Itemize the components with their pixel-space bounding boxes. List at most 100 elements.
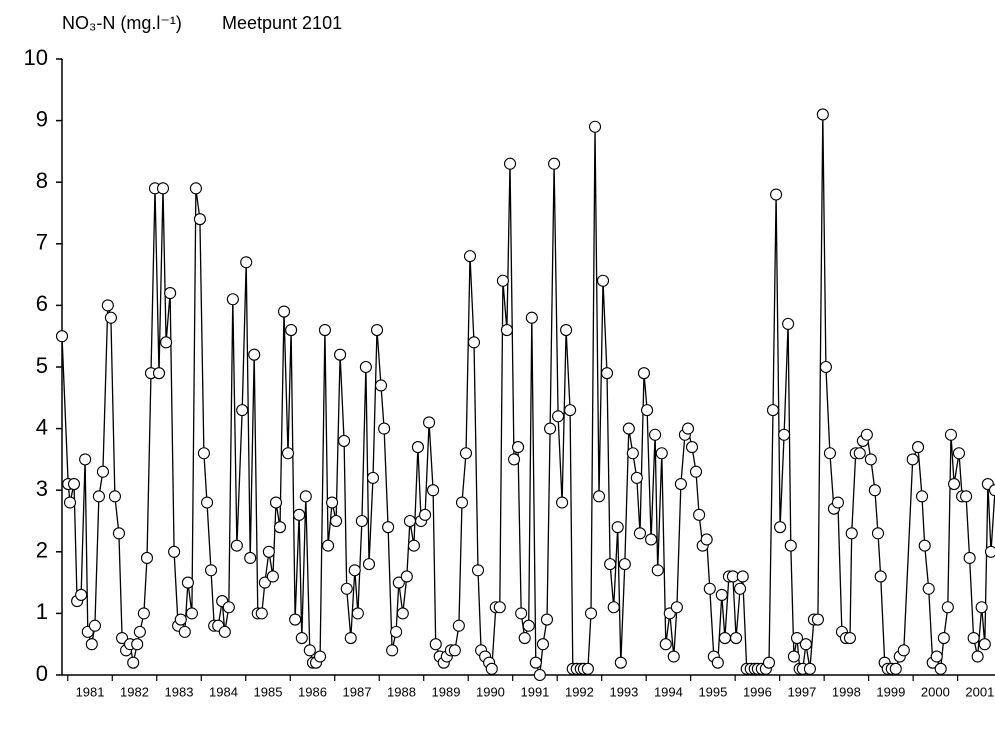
- data-point: [871, 527, 885, 540]
- data-point: [429, 638, 442, 651]
- data-point: [897, 644, 910, 657]
- data-point: [266, 570, 279, 583]
- x-tick-label: 2000: [921, 684, 950, 699]
- data-point: [104, 311, 117, 324]
- data-point: [500, 323, 513, 337]
- data-point: [843, 631, 857, 645]
- data-point: [622, 422, 635, 435]
- data-point: [831, 496, 844, 509]
- data-point: [79, 453, 92, 466]
- data-point: [178, 625, 191, 638]
- data-point: [718, 631, 731, 645]
- data-point: [326, 496, 339, 509]
- data-point: [803, 662, 816, 675]
- data-point: [988, 484, 995, 497]
- data-point: [685, 441, 699, 454]
- data-point: [303, 644, 316, 657]
- data-point: [637, 367, 651, 380]
- data-point: [258, 576, 271, 589]
- data-point: [116, 631, 129, 645]
- data-point: [322, 539, 335, 552]
- data-point: [799, 638, 812, 651]
- data-point: [651, 564, 664, 577]
- data-point: [455, 496, 469, 509]
- data-point: [374, 379, 388, 392]
- data-point: [131, 638, 144, 651]
- data-point: [548, 157, 561, 170]
- data-point: [108, 490, 121, 503]
- data-point: [564, 404, 577, 417]
- y-tick-label: 3: [36, 476, 48, 501]
- data-point: [55, 330, 69, 343]
- data-point: [471, 564, 485, 577]
- data-point: [600, 367, 614, 380]
- data-point: [240, 256, 253, 269]
- x-tick-label: 1992: [565, 684, 594, 699]
- data-point: [544, 422, 557, 435]
- data-point: [403, 514, 416, 528]
- data-point: [493, 601, 506, 614]
- data-point: [736, 570, 749, 583]
- x-tick-label: 1993: [609, 684, 638, 699]
- data-point: [340, 582, 353, 595]
- data-point: [230, 539, 243, 552]
- data-point: [670, 601, 683, 614]
- data-point: [984, 545, 995, 558]
- data-point: [285, 323, 298, 337]
- data-point: [348, 564, 361, 577]
- data-point: [200, 496, 214, 509]
- data-point: [411, 441, 424, 454]
- data-point: [944, 428, 958, 441]
- x-tick-label: 1997: [787, 684, 816, 699]
- x-tick-label: 1990: [476, 684, 505, 699]
- data-point: [355, 514, 368, 528]
- x-tick-label: 1994: [654, 684, 683, 699]
- data-point: [703, 582, 716, 595]
- data-point: [918, 539, 931, 552]
- data-point: [382, 521, 395, 534]
- data-point: [390, 625, 403, 638]
- data-point: [934, 662, 947, 675]
- data-point: [941, 601, 954, 614]
- data-point: [618, 558, 631, 571]
- data-point: [314, 650, 327, 663]
- data-point: [378, 422, 391, 435]
- data-point: [226, 293, 239, 306]
- data-point: [85, 638, 98, 651]
- data-point: [507, 453, 521, 466]
- data-point: [137, 607, 150, 620]
- data-point: [533, 668, 546, 682]
- data-point: [140, 551, 154, 565]
- x-tick-label: 1983: [165, 684, 194, 699]
- y-tick-label: 8: [36, 168, 48, 193]
- data-point: [868, 484, 881, 497]
- data-point: [269, 496, 283, 509]
- y-tick-label: 5: [36, 353, 48, 378]
- data-point: [525, 311, 538, 324]
- data-point: [607, 601, 620, 614]
- data-point: [766, 404, 780, 417]
- data-point: [693, 508, 706, 521]
- data-point: [174, 613, 187, 626]
- data-point: [700, 533, 713, 546]
- data-point: [596, 274, 610, 287]
- data-point: [581, 662, 594, 675]
- data-point: [67, 477, 81, 491]
- data-point: [967, 631, 980, 645]
- y-tick-label: 9: [36, 106, 48, 131]
- data-point: [407, 539, 420, 552]
- x-tick-label: 1981: [76, 684, 105, 699]
- data-point: [218, 625, 231, 638]
- x-tick-label: 1988: [387, 684, 416, 699]
- data-point: [633, 527, 647, 540]
- data-point: [816, 108, 829, 121]
- data-point: [164, 287, 177, 300]
- data-point: [778, 428, 791, 441]
- data-point: [204, 564, 218, 577]
- data-point: [952, 447, 966, 460]
- data-point: [396, 607, 409, 620]
- y-tick-label: 7: [36, 230, 48, 255]
- data-point: [592, 490, 606, 503]
- data-point: [674, 477, 687, 491]
